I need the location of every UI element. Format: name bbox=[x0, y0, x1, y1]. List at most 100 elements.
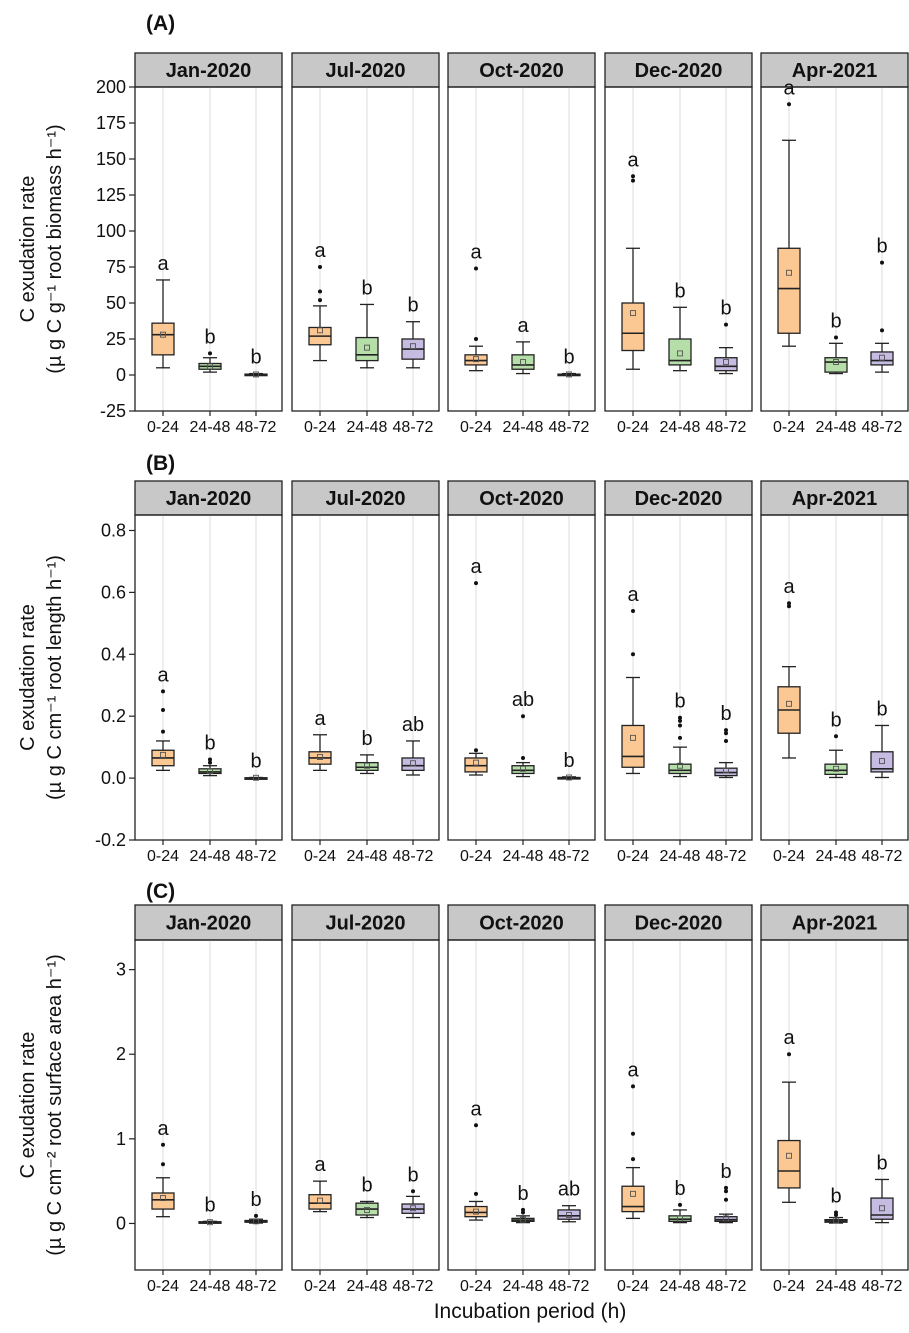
x-tick-label: 24-48 bbox=[190, 1278, 231, 1295]
facet-strip bbox=[134, 904, 283, 941]
significance-letter: b bbox=[407, 295, 418, 317]
outlier-point bbox=[631, 1131, 635, 1136]
facet-Dec-2020: Dec-2020 a b b 0-24 24-48 48-72 bbox=[604, 52, 753, 436]
y-axis-label: C exudation rate bbox=[17, 1032, 39, 1179]
mean-marker bbox=[879, 354, 885, 361]
y-tick-label: 175 bbox=[96, 113, 126, 133]
box-24-48: ab bbox=[511, 689, 535, 778]
x-tick-label: 0-24 bbox=[147, 419, 179, 436]
x-tick-label: 0-24 bbox=[304, 1278, 336, 1295]
facet-strip-label: Jan-2020 bbox=[166, 488, 252, 510]
box-0-24: a bbox=[464, 1098, 488, 1221]
x-tick-label: 24-48 bbox=[660, 419, 701, 436]
outlier-point bbox=[834, 1210, 838, 1215]
box-24-48: b bbox=[668, 280, 692, 372]
mean-marker bbox=[160, 751, 166, 758]
facet-strip bbox=[291, 52, 440, 88]
mean-marker bbox=[723, 1215, 729, 1222]
facet-strip bbox=[447, 52, 596, 88]
outlier-point bbox=[631, 652, 635, 657]
y-axis-unit-label: (µ g C cm⁻¹ root length h⁻¹) bbox=[44, 555, 66, 800]
box-24-48: b bbox=[198, 326, 222, 373]
outlier-point bbox=[678, 715, 682, 720]
y-tick-label: 2 bbox=[116, 1044, 126, 1064]
facet-strip-label: Apr-2021 bbox=[792, 913, 878, 935]
box-0-24: a bbox=[621, 584, 645, 775]
outlier-point bbox=[318, 289, 322, 294]
significance-letter: a bbox=[783, 576, 795, 598]
box-48-72: b bbox=[244, 1189, 268, 1225]
mean-marker bbox=[630, 310, 636, 317]
outlier-point bbox=[724, 731, 728, 736]
x-tick-label: 24-48 bbox=[503, 1278, 544, 1295]
x-tick-label: 0-24 bbox=[617, 848, 649, 865]
outlier-point bbox=[678, 735, 682, 740]
box-24-48: b bbox=[198, 1194, 222, 1226]
facet-strip-label: Jul-2020 bbox=[325, 913, 405, 935]
significance-letter: b bbox=[830, 311, 841, 333]
significance-letter: b bbox=[250, 750, 261, 772]
x-tick-label: 24-48 bbox=[816, 419, 857, 436]
significance-letter: b bbox=[563, 750, 574, 772]
significance-letter: b bbox=[720, 298, 731, 320]
outlier-point bbox=[521, 1207, 525, 1212]
facet-strip-label: Oct-2020 bbox=[479, 913, 564, 935]
mean-marker bbox=[630, 734, 636, 741]
mean-marker bbox=[473, 1208, 479, 1215]
significance-letter: a bbox=[157, 253, 169, 275]
facet-strip-label: Jul-2020 bbox=[325, 60, 405, 82]
box-0-24: a bbox=[151, 253, 175, 369]
x-tick-label: 48-72 bbox=[862, 419, 903, 436]
significance-letter: a bbox=[470, 241, 482, 263]
y-tick-label: -25 bbox=[100, 401, 126, 421]
box-0-24: a bbox=[621, 1059, 645, 1220]
mean-marker bbox=[253, 1218, 259, 1225]
x-tick-label: 24-48 bbox=[503, 419, 544, 436]
box-0-24: a bbox=[308, 240, 332, 362]
facet-frame bbox=[134, 939, 283, 1271]
panel-label: (C) bbox=[146, 880, 175, 903]
mean-marker bbox=[833, 359, 839, 365]
facet-strip bbox=[134, 480, 283, 516]
facet-strip-label: Oct-2020 bbox=[479, 488, 564, 510]
x-tick-label: 48-72 bbox=[236, 1278, 277, 1295]
significance-letter: b bbox=[204, 733, 215, 755]
significance-letter: b bbox=[876, 236, 887, 258]
x-tick-label: 24-48 bbox=[347, 419, 388, 436]
x-tick-label: 0-24 bbox=[460, 848, 492, 865]
mean-marker bbox=[364, 1206, 370, 1213]
y-tick-label: 0.6 bbox=[101, 582, 126, 602]
facet-strip-label: Dec-2020 bbox=[635, 60, 723, 82]
significance-letter: a bbox=[783, 1027, 795, 1049]
mean-marker bbox=[473, 759, 479, 766]
box-0-24: a bbox=[151, 664, 175, 772]
x-tick-label: 48-72 bbox=[862, 1278, 903, 1295]
mean-marker bbox=[566, 774, 572, 781]
x-tick-label: 24-48 bbox=[816, 1278, 857, 1295]
y-tick-label: 75 bbox=[106, 257, 126, 277]
outlier-point bbox=[724, 1185, 728, 1190]
outlier-point bbox=[474, 337, 478, 341]
outlier-point bbox=[474, 266, 478, 271]
outlier-point bbox=[787, 601, 791, 606]
significance-letter: b bbox=[204, 1194, 215, 1216]
facet-frame bbox=[291, 86, 440, 412]
outlier-point bbox=[678, 1202, 682, 1207]
outlier-point bbox=[521, 714, 525, 719]
box-body bbox=[870, 1197, 894, 1220]
y-axis-label: C exudation rate bbox=[17, 176, 39, 323]
box-24-48: b bbox=[355, 728, 379, 775]
significance-letter: b bbox=[361, 277, 372, 299]
facet-strip-label: Dec-2020 bbox=[635, 913, 723, 935]
significance-letter: b bbox=[720, 1161, 731, 1183]
box-48-72: b bbox=[870, 1152, 894, 1224]
outlier-point bbox=[161, 729, 165, 734]
facet-Jan-2020: Jan-2020 a b b 0-24 24-48 48-72 bbox=[134, 904, 283, 1295]
facet-Oct-2020: Oct-2020 a ab b 0-24 24-48 48-72 bbox=[447, 480, 596, 865]
box-body bbox=[621, 302, 645, 352]
x-tick-label: 0-24 bbox=[460, 1278, 492, 1295]
x-tick-label: 0-24 bbox=[147, 1278, 179, 1295]
x-tick-label: 48-72 bbox=[706, 1278, 747, 1295]
